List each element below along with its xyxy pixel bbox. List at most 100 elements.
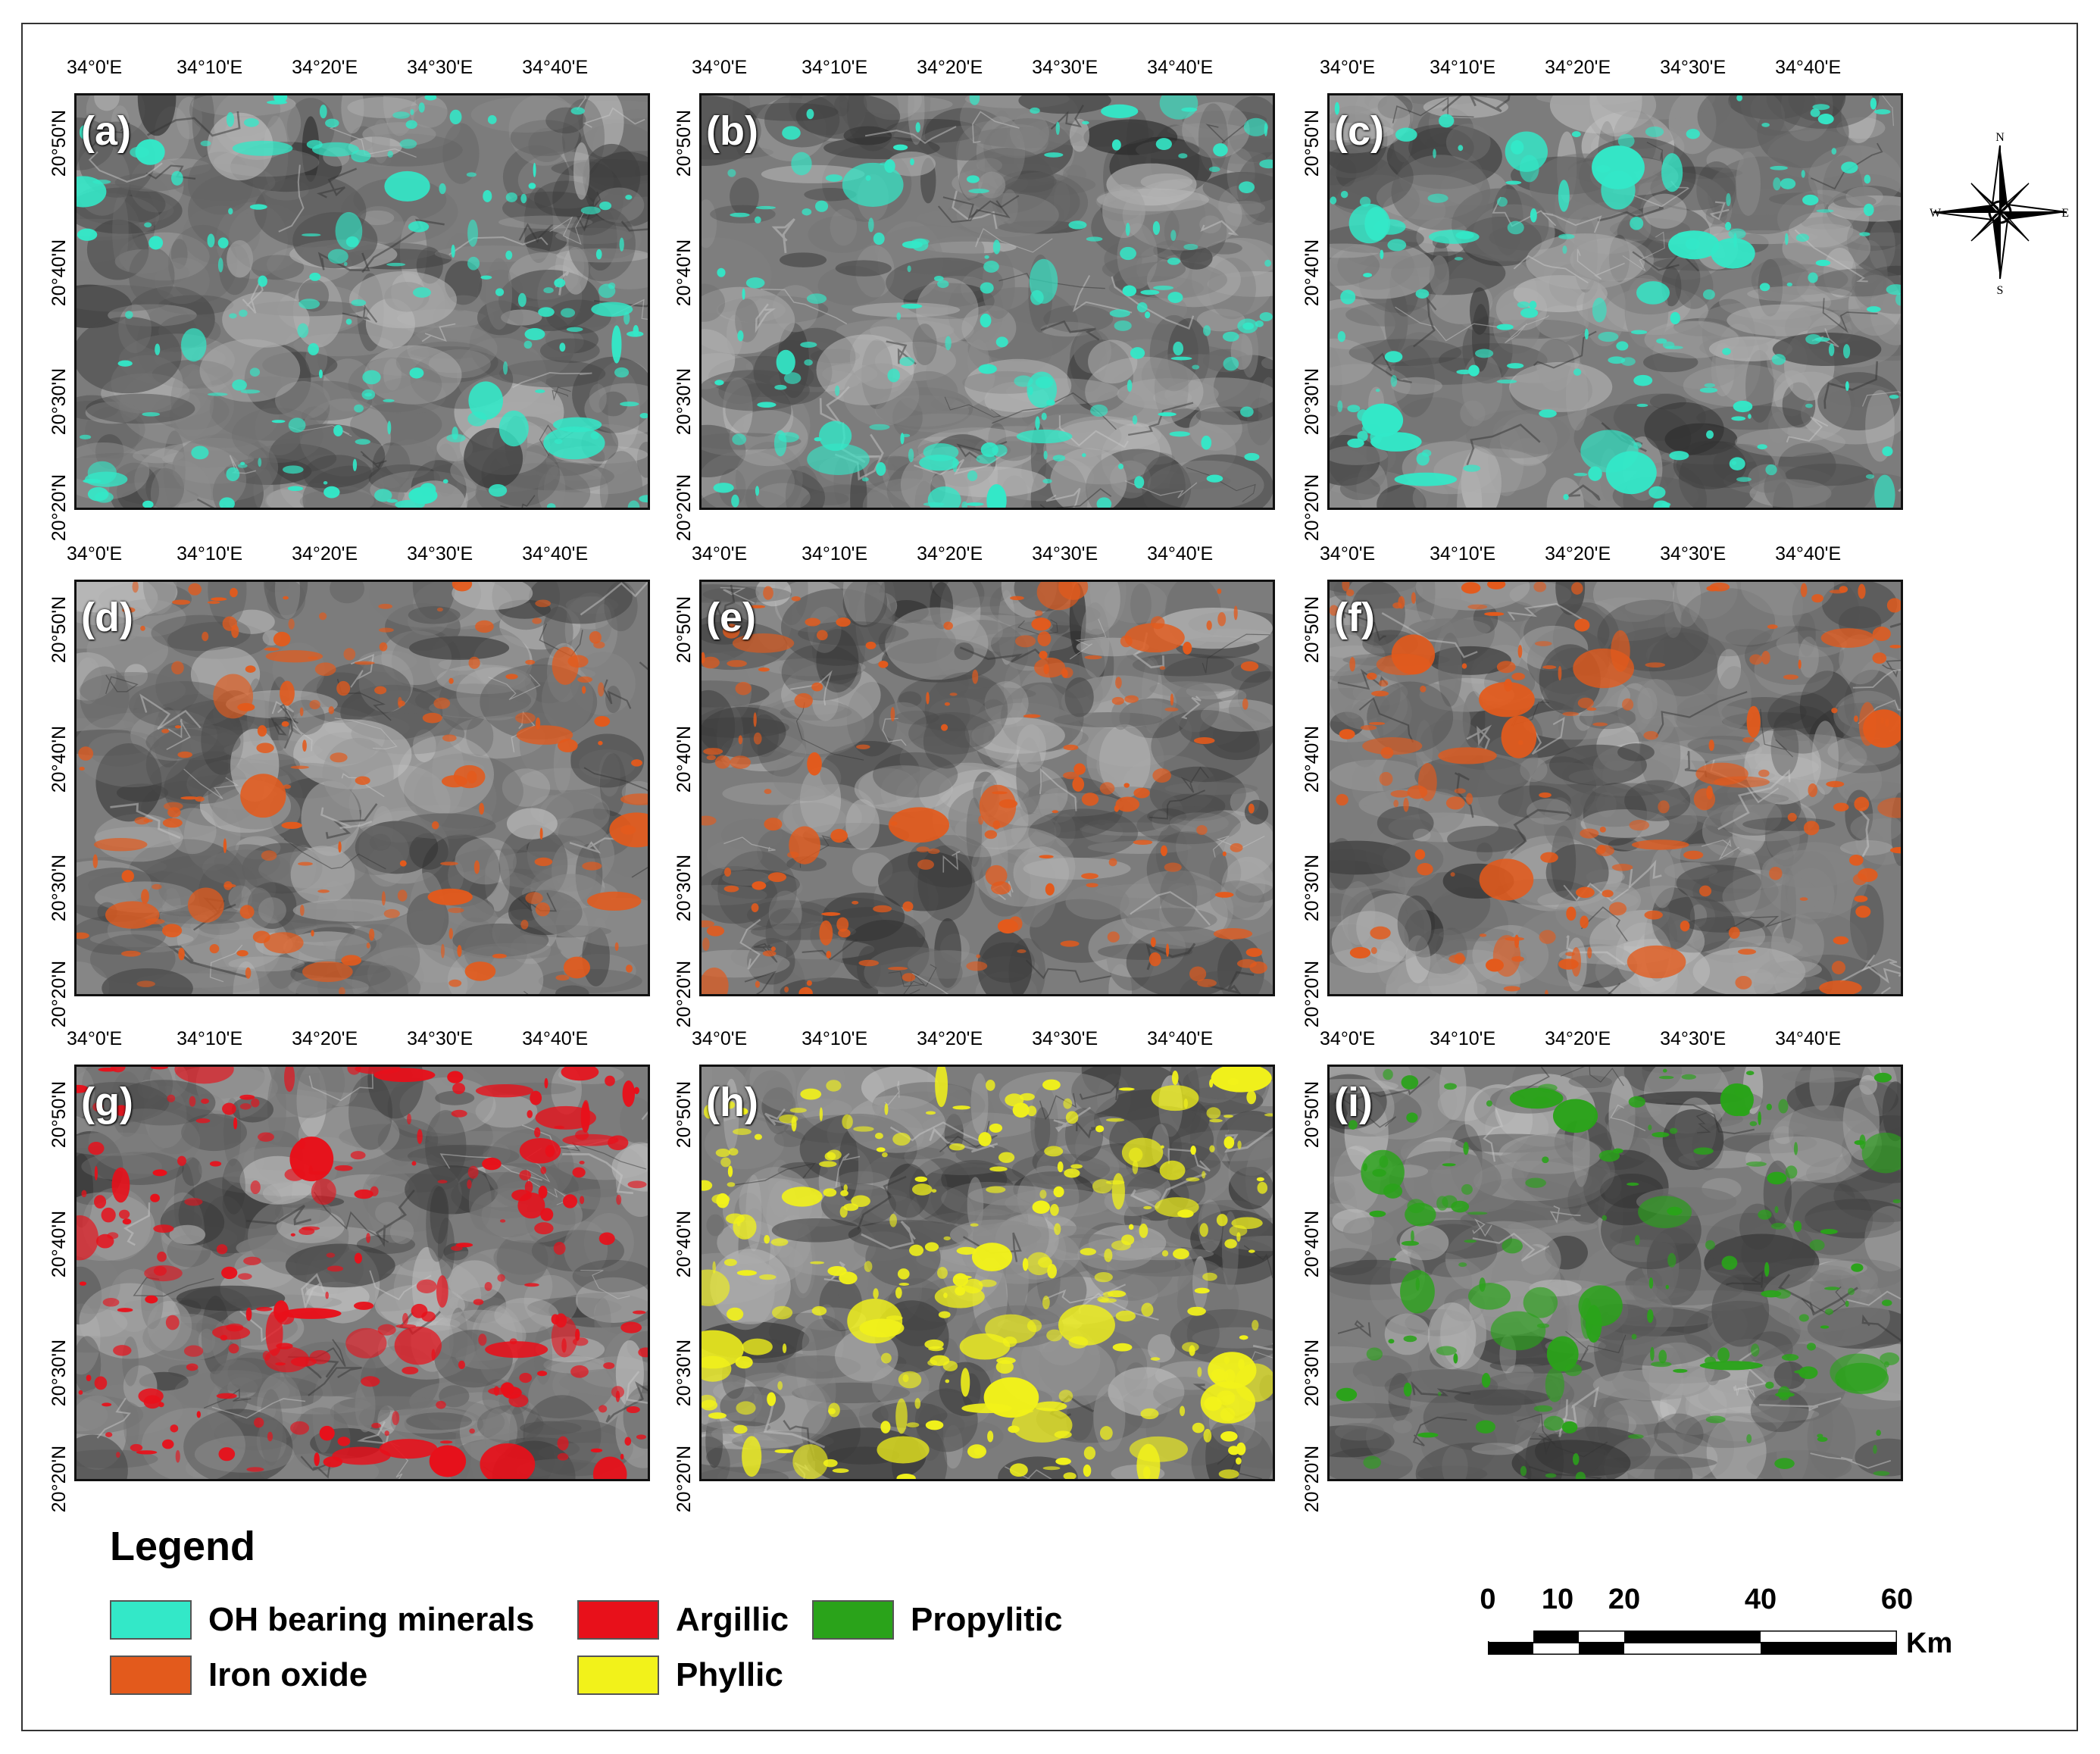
latitude-tick-label: 20°40'N [1302, 1210, 1323, 1277]
longitude-tick-label: 34°0'E [67, 1028, 123, 1049]
latitude-tick-label: 20°20'N [1302, 961, 1323, 1028]
longitude-tick-label: 34°0'E [1320, 1028, 1376, 1049]
longitude-tick-label: 34°20'E [917, 543, 983, 564]
longitude-tick-label: 34°20'E [1545, 57, 1611, 78]
longitude-tick-label: 34°10'E [1430, 57, 1496, 78]
longitude-tick-label: 34°20'E [1545, 1028, 1611, 1049]
legend-swatch-oh [110, 1600, 192, 1640]
legend-swatch-iron [110, 1656, 192, 1695]
longitude-tick-label: 34°0'E [1320, 57, 1376, 78]
longitude-tick-label: 34°0'E [692, 57, 748, 78]
legend-swatch-argillic [577, 1600, 659, 1640]
latitude-tick-label: 20°20'N [1302, 474, 1323, 542]
longitude-tick-label: 34°40'E [1775, 1028, 1842, 1049]
panel-label: (e) [706, 595, 756, 640]
longitude-tick-label: 34°40'E [522, 543, 589, 564]
latitude-tick-label: 20°30'N [1302, 367, 1323, 436]
satellite-image: (d) [74, 580, 650, 996]
legend-label-iron: Iron oxide [208, 1656, 368, 1693]
longitude-tick-label: 34°40'E [1775, 543, 1842, 564]
satellite-image: (h) [699, 1065, 1275, 1481]
longitude-tick-label: 34°10'E [802, 1028, 868, 1049]
latitude-tick-label: 20°40'N [1302, 239, 1323, 306]
legend-label-oh: OH bearing minerals [208, 1601, 535, 1638]
longitude-tick-label: 34°10'E [802, 543, 868, 564]
latitude-tick-label: 20°20'N [48, 1446, 70, 1513]
scale-bar: 0 10 20 40 60 Km [1480, 1584, 1985, 1674]
legend-item-iron: Iron oxide [110, 1654, 367, 1696]
map-panel-e: (e) 34°0'E 34°10'E 34°20'E 34°30'E 34°40'E 20°… [673, 543, 1275, 1027]
longitude-tick-label: 34°30'E [1032, 57, 1098, 78]
latitude-tick-label: 20°50'N [673, 596, 695, 664]
satellite-image: (f) [1327, 580, 1903, 996]
longitude-tick-label: 34°30'E [1660, 1028, 1727, 1049]
latitude-tick-label: 20°50'N [1302, 596, 1323, 664]
south-label: S [1997, 284, 2004, 295]
latitude-tick-label: 20°20'N [673, 474, 695, 542]
scale-label-40: 40 [1744, 1584, 1777, 1615]
latitude-tick-label: 20°40'N [48, 1210, 70, 1277]
legend-label-phyllic: Phyllic [676, 1656, 783, 1693]
longitude-tick-label: 34°30'E [1032, 543, 1098, 564]
longitude-tick-label: 34°0'E [692, 543, 748, 564]
latitude-tick-label: 20°20'N [1302, 1446, 1323, 1513]
latitude-tick-label: 20°50'N [1302, 1080, 1323, 1149]
scale-label-60: 60 [1880, 1584, 1914, 1615]
longitude-tick-label: 34°0'E [1320, 543, 1376, 564]
panel-label: (c) [1334, 108, 1384, 154]
panel-label: (a) [81, 108, 131, 154]
latitude-tick-label: 20°30'N [1302, 1339, 1323, 1407]
latitude-tick-label: 20°20'N [48, 961, 70, 1028]
north-arrow-compass: N S E W [1928, 129, 2072, 297]
longitude-tick-label: 34°0'E [67, 57, 123, 78]
longitude-tick-label: 34°20'E [292, 57, 358, 78]
longitude-tick-label: 34°40'E [522, 1028, 589, 1049]
latitude-tick-label: 20°30'N [673, 854, 695, 922]
longitude-tick-label: 34°40'E [1147, 57, 1214, 78]
figure-frame [21, 23, 2078, 1731]
scale-label-0: 0 [1480, 1584, 1496, 1615]
longitude-tick-label: 34°0'E [692, 1028, 748, 1049]
longitude-tick-label: 34°30'E [407, 1028, 473, 1049]
panel-label: (h) [706, 1080, 758, 1125]
latitude-tick-label: 20°40'N [673, 725, 695, 793]
longitude-tick-label: 34°30'E [1660, 57, 1727, 78]
scale-bar-graphic [1488, 1631, 1897, 1655]
east-label: E [2061, 207, 2069, 220]
latitude-tick-label: 20°40'N [1302, 725, 1323, 793]
panel-label: (f) [1334, 595, 1375, 640]
longitude-tick-label: 34°10'E [177, 57, 243, 78]
map-panel-a: (a) 34°0'E 34°10'E 34°20'E 34°30'E 34°40'E 20°… [48, 57, 650, 541]
scale-unit: Km [1906, 1627, 1953, 1659]
legend-item-oh: OH bearing minerals [110, 1599, 534, 1641]
longitude-tick-label: 34°20'E [292, 1028, 358, 1049]
legend-item-argillic: Argillic [577, 1599, 789, 1641]
map-panel-c: (c) 34°0'E 34°10'E 34°20'E 34°30'E 34°40'E 20°… [1302, 57, 1903, 541]
latitude-tick-label: 20°30'N [48, 367, 70, 436]
latitude-tick-label: 20°50'N [48, 109, 70, 177]
longitude-tick-label: 34°10'E [802, 57, 868, 78]
latitude-tick-label: 20°40'N [673, 1210, 695, 1277]
longitude-tick-label: 34°10'E [177, 543, 243, 564]
longitude-tick-label: 34°30'E [407, 57, 473, 78]
legend-item-phyllic: Phyllic [577, 1654, 783, 1696]
satellite-image: (c) [1327, 93, 1903, 510]
map-panel-b: (b) 34°0'E 34°10'E 34°20'E 34°30'E 34°40'E 20°… [673, 57, 1275, 541]
legend-label-propylitic: Propylitic [911, 1601, 1063, 1638]
longitude-tick-label: 34°10'E [1430, 543, 1496, 564]
scale-label-10: 10 [1541, 1584, 1574, 1615]
latitude-tick-label: 20°20'N [48, 474, 70, 542]
longitude-tick-label: 34°30'E [1660, 543, 1727, 564]
legend-label-argillic: Argillic [676, 1601, 789, 1638]
longitude-tick-label: 34°40'E [1147, 1028, 1214, 1049]
panel-label: (b) [706, 108, 758, 154]
legend-item-propylitic: Propylitic [812, 1599, 1063, 1641]
latitude-tick-label: 20°20'N [673, 961, 695, 1028]
longitude-tick-label: 34°20'E [1545, 543, 1611, 564]
latitude-tick-label: 20°30'N [1302, 854, 1323, 922]
panel-label: (d) [81, 595, 133, 640]
latitude-tick-label: 20°50'N [673, 1080, 695, 1149]
map-panel-f: (f) 34°0'E 34°10'E 34°20'E 34°30'E 34°40'E 20°… [1302, 543, 1903, 1027]
longitude-tick-label: 34°40'E [1147, 543, 1214, 564]
satellite-image: (g) [74, 1065, 650, 1481]
